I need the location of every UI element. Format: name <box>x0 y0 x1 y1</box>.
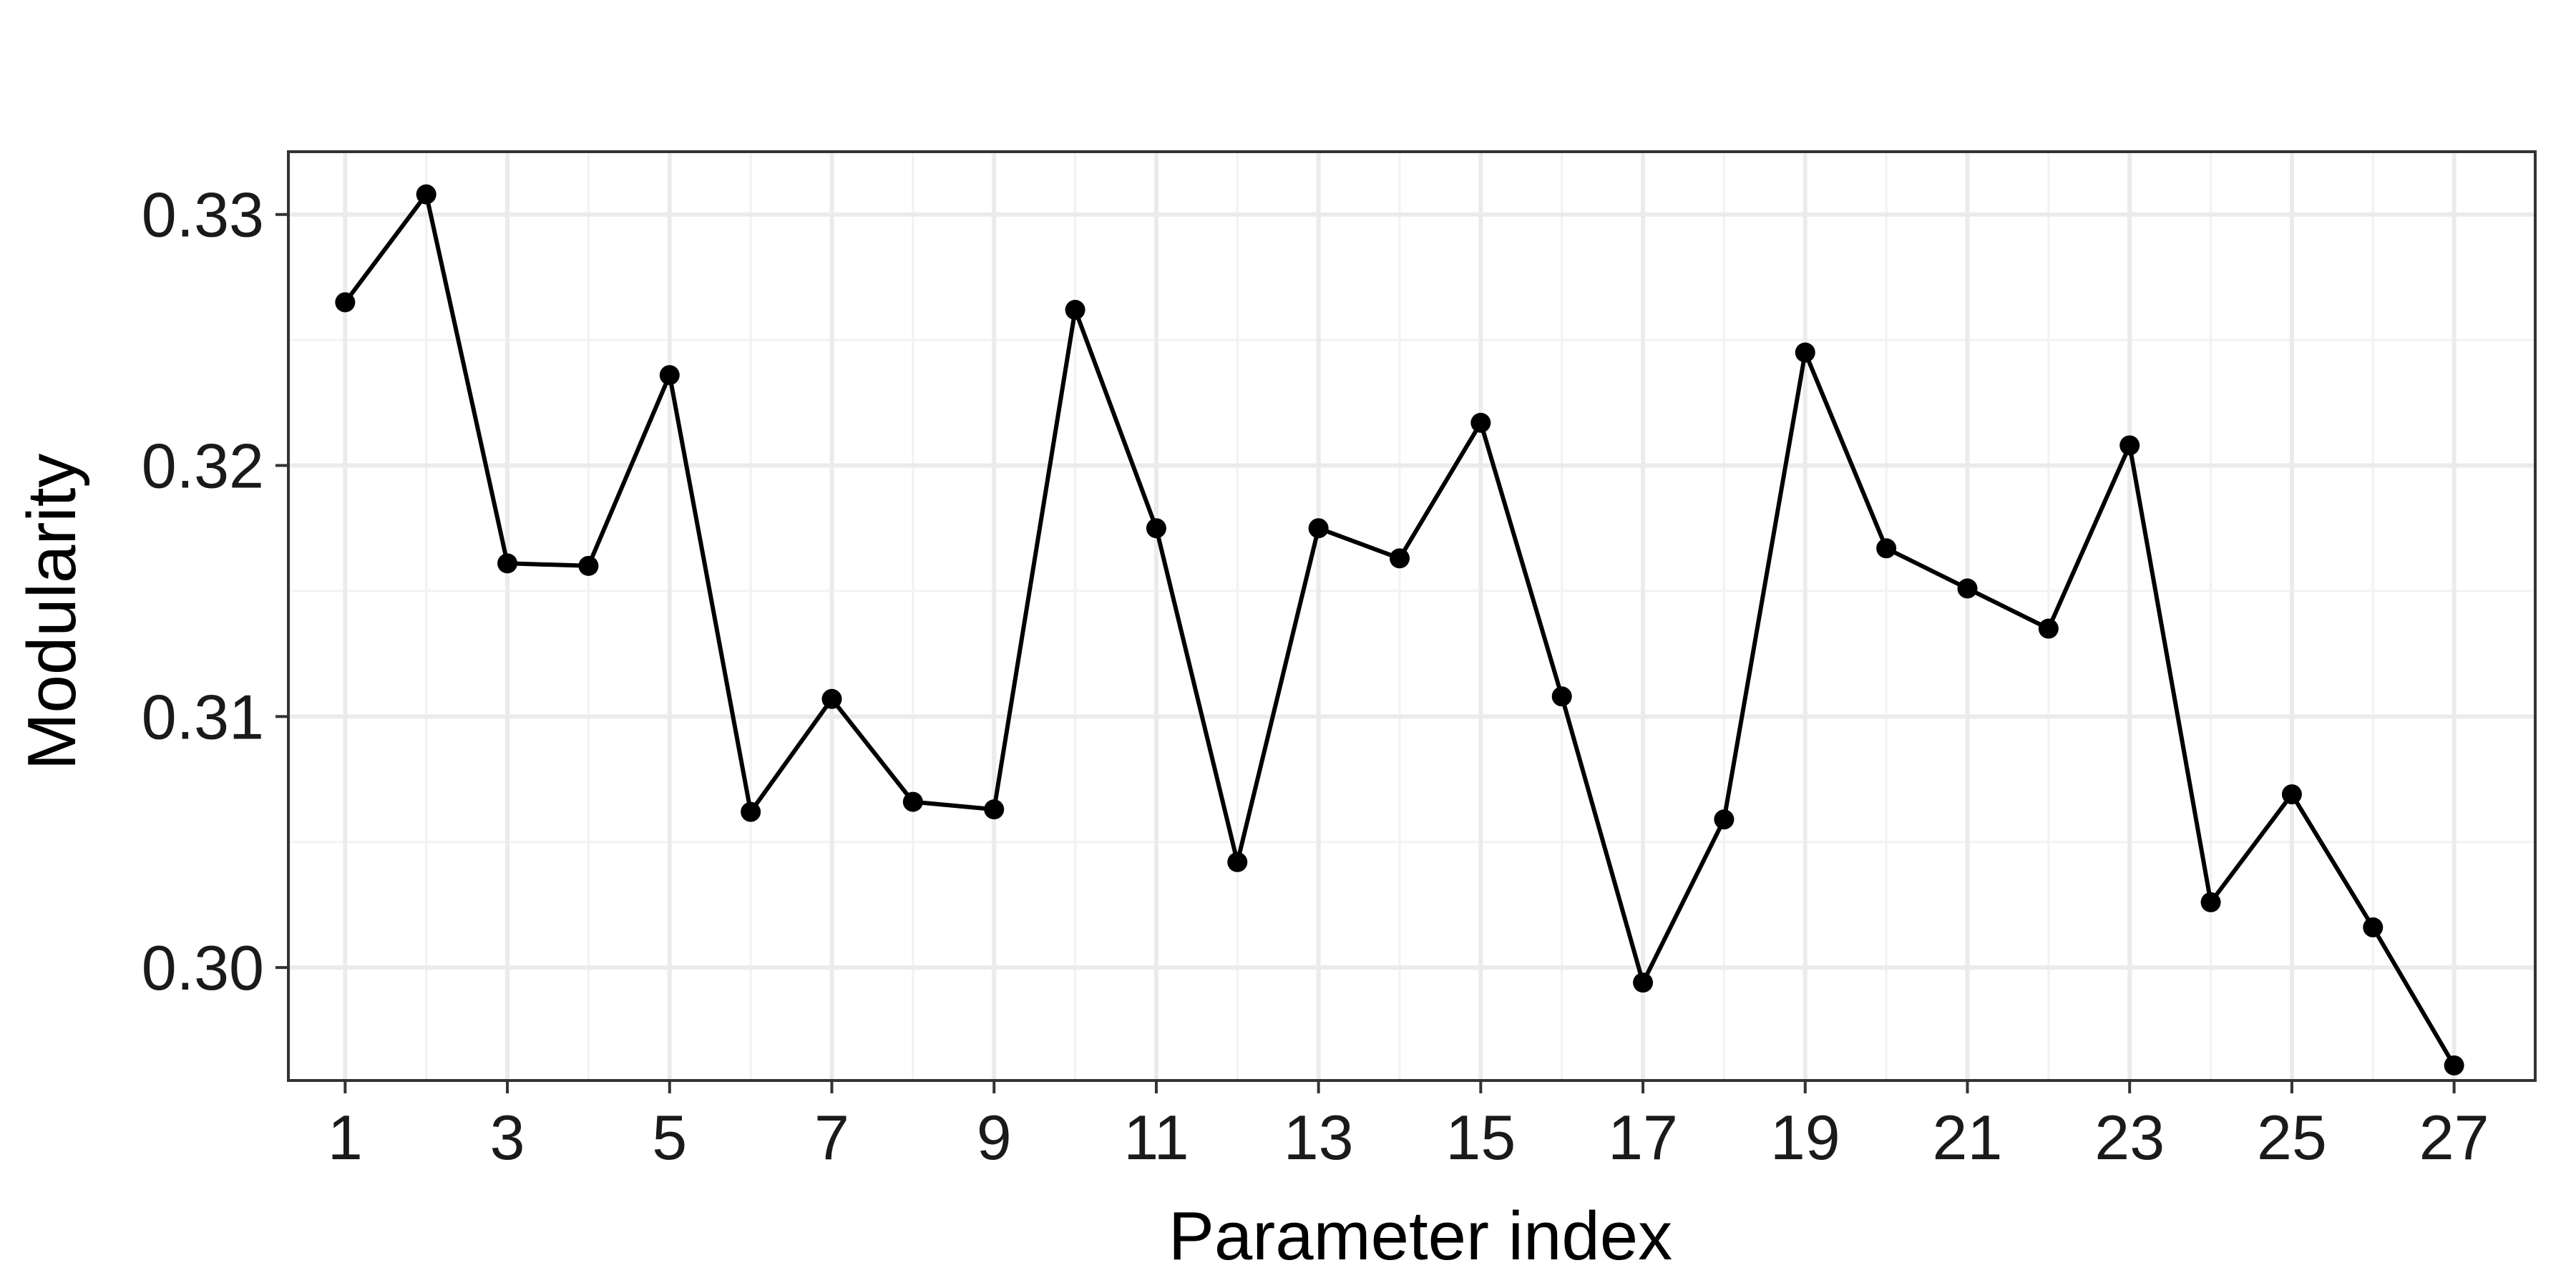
x-tick-label: 19 <box>1770 1102 1840 1173</box>
x-tick-label: 5 <box>652 1102 687 1173</box>
data-point <box>741 801 761 822</box>
data-point <box>416 184 436 205</box>
y-axis-title: Modularity <box>14 454 90 771</box>
x-tick-label: 17 <box>1608 1102 1678 1173</box>
data-point <box>1714 809 1735 830</box>
data-point <box>659 365 680 386</box>
data-point <box>2281 784 2302 805</box>
x-tick-label: 27 <box>2419 1102 2489 1173</box>
major-grid <box>288 152 2535 1080</box>
data-point <box>1876 538 1897 559</box>
data-point <box>1551 686 1572 707</box>
x-tick-label: 15 <box>1445 1102 1516 1173</box>
x-axis-title: Parameter index <box>1169 1198 1672 1274</box>
x-axis-ticks: 1 3 5 7 9 11 13 15 17 19 21 23 25 27 <box>328 1080 2489 1173</box>
data-point <box>497 553 518 574</box>
data-point <box>1065 300 1085 321</box>
data-point <box>902 791 923 812</box>
data-point <box>1308 518 1329 539</box>
y-tick-label: 0.33 <box>142 180 264 250</box>
x-tick-label: 13 <box>1284 1102 1354 1173</box>
x-tick-label: 25 <box>2257 1102 2327 1173</box>
data-point <box>1795 342 1815 363</box>
x-tick-label: 1 <box>328 1102 363 1173</box>
data-point <box>1146 518 1166 539</box>
x-tick-label: 3 <box>490 1102 525 1173</box>
data-point <box>1389 548 1410 569</box>
x-tick-label: 11 <box>1123 1102 1189 1173</box>
data-point <box>578 555 599 576</box>
panel-border <box>287 150 2537 1082</box>
data-point <box>2038 618 2059 639</box>
x-tick-label: 21 <box>1933 1102 2003 1173</box>
x-tick-label: 7 <box>814 1102 849 1173</box>
data-point <box>1957 578 1978 599</box>
data-point <box>2119 435 2140 456</box>
data-point <box>335 292 356 313</box>
data-point <box>1633 972 1654 993</box>
x-tick-label: 23 <box>2094 1102 2165 1173</box>
data-point <box>1470 412 1491 433</box>
data-point <box>2444 1055 2464 1075</box>
y-tick-label: 0.32 <box>142 431 264 502</box>
data-point <box>1227 852 1248 872</box>
x-tick-label: 9 <box>977 1102 1012 1173</box>
data-point <box>821 688 842 709</box>
y-tick-label: 0.30 <box>142 932 264 1003</box>
data-points <box>335 184 2464 1075</box>
y-axis-ticks: 0.30 0.31 0.32 0.33 <box>142 180 288 1003</box>
data-point <box>2200 892 2221 912</box>
y-tick-label: 0.31 <box>142 681 264 752</box>
data-point <box>2363 917 2384 938</box>
data-point <box>984 799 1005 820</box>
